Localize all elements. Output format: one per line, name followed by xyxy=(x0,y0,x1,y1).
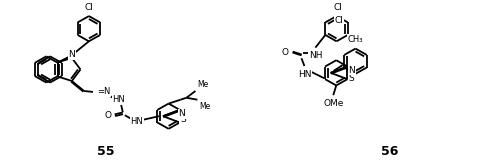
Text: Cl: Cl xyxy=(84,3,94,12)
Text: O: O xyxy=(282,48,288,57)
Text: CH₃: CH₃ xyxy=(348,35,364,44)
Text: 56: 56 xyxy=(380,145,398,158)
Text: S: S xyxy=(348,74,354,83)
Text: OMe: OMe xyxy=(323,99,344,108)
Text: Cl: Cl xyxy=(335,16,344,25)
Text: HN: HN xyxy=(112,95,125,104)
Text: N: N xyxy=(68,50,75,59)
Text: HN: HN xyxy=(130,117,143,126)
Text: N: N xyxy=(348,66,355,75)
Text: NH: NH xyxy=(308,51,322,61)
Text: Me: Me xyxy=(200,102,210,111)
Text: S: S xyxy=(180,115,186,124)
Text: N: N xyxy=(178,109,185,118)
Text: Me: Me xyxy=(198,80,208,89)
Text: HN: HN xyxy=(298,70,311,79)
Text: 55: 55 xyxy=(97,145,114,158)
Text: =N: =N xyxy=(97,87,110,96)
Text: O: O xyxy=(105,111,112,120)
Text: Cl: Cl xyxy=(333,3,342,12)
